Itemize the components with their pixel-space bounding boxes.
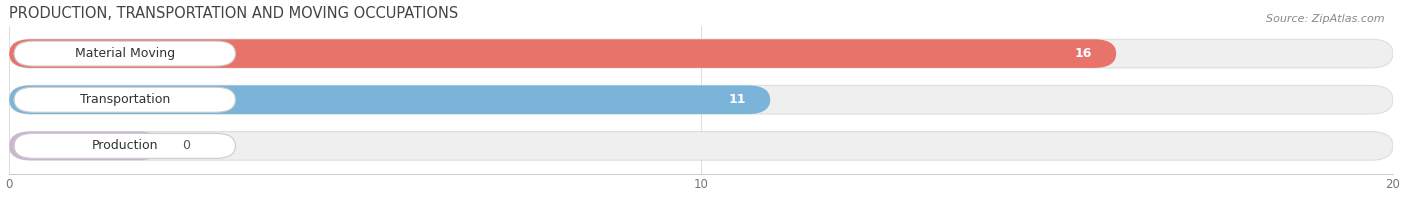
FancyBboxPatch shape [10, 132, 1393, 160]
Text: 16: 16 [1074, 47, 1092, 60]
Text: 11: 11 [728, 93, 747, 106]
Text: 0: 0 [183, 139, 190, 152]
FancyBboxPatch shape [10, 85, 1393, 114]
Text: Production: Production [91, 139, 157, 152]
FancyBboxPatch shape [10, 85, 770, 114]
Text: Source: ZipAtlas.com: Source: ZipAtlas.com [1267, 14, 1385, 24]
Text: Material Moving: Material Moving [75, 47, 174, 60]
FancyBboxPatch shape [14, 87, 235, 112]
FancyBboxPatch shape [14, 133, 235, 158]
FancyBboxPatch shape [10, 39, 1393, 68]
FancyBboxPatch shape [10, 39, 1116, 68]
Text: PRODUCTION, TRANSPORTATION AND MOVING OCCUPATIONS: PRODUCTION, TRANSPORTATION AND MOVING OC… [10, 6, 458, 20]
FancyBboxPatch shape [10, 132, 162, 160]
Text: Transportation: Transportation [80, 93, 170, 106]
FancyBboxPatch shape [14, 41, 235, 66]
